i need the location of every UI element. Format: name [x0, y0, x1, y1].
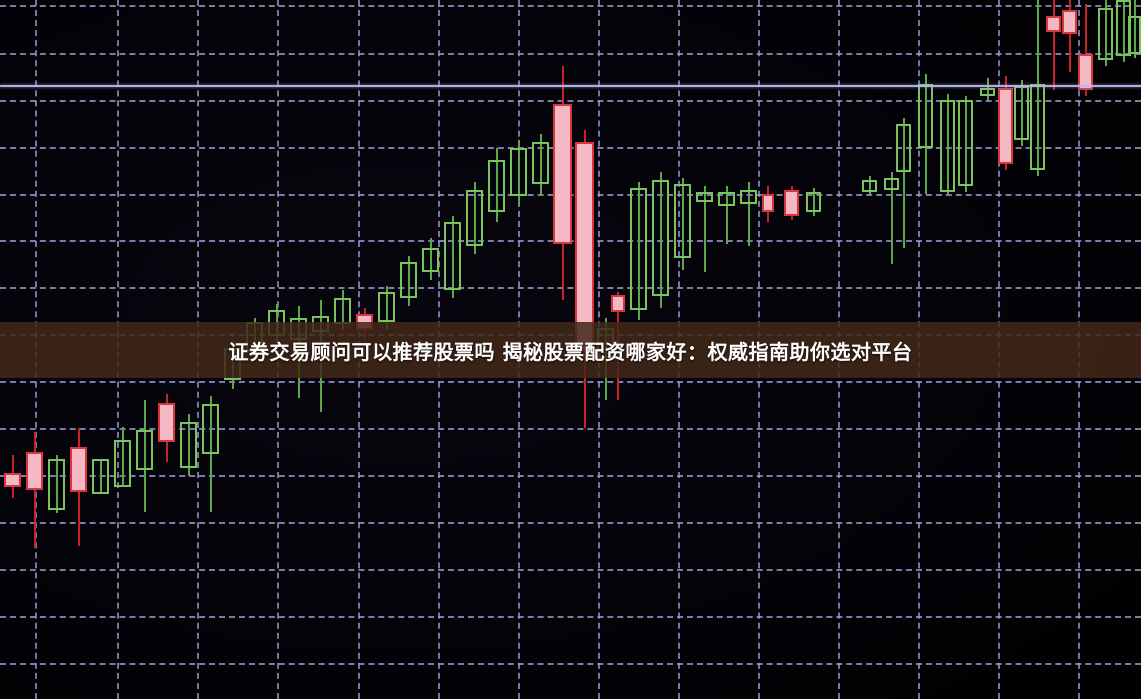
- current-price-line: [0, 85, 1141, 87]
- headline-overlay-band: 证券交易顾问可以推荐股票吗 揭秘股票配资哪家好：权威指南助你选对平台: [0, 322, 1141, 378]
- headline-text: 证券交易顾问可以推荐股票吗 揭秘股票配资哪家好：权威指南助你选对平台: [228, 339, 913, 364]
